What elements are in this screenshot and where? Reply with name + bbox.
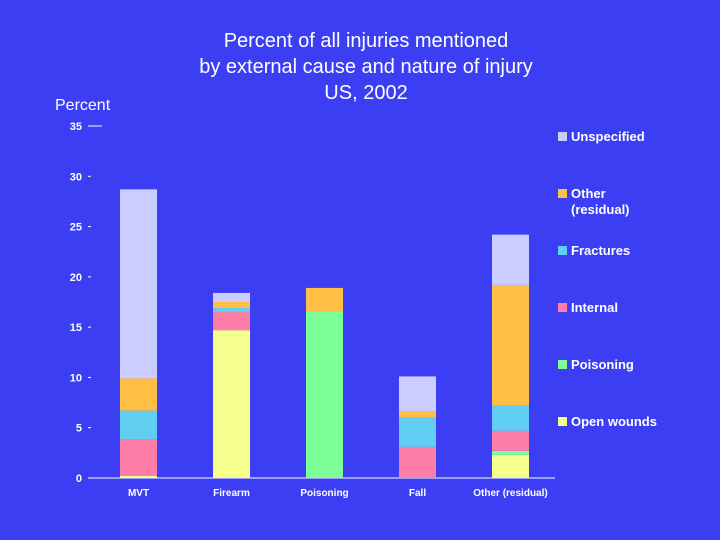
- bar-segment: [492, 284, 529, 406]
- bar-segment: [120, 189, 157, 379]
- legend-label: Unspecified: [571, 129, 645, 144]
- y-tick-label: 15: [70, 322, 82, 334]
- legend-label: Poisoning: [571, 357, 634, 372]
- y-tick-label: 10: [70, 372, 82, 384]
- legend-label: (residual): [571, 202, 630, 217]
- y-tick-label: 0: [76, 473, 82, 485]
- y-axis: 0 5 10 15 20 25 30 35: [70, 121, 102, 485]
- legend-swatch: [558, 132, 567, 141]
- x-category-label: Firearm: [213, 488, 250, 499]
- legend-label: Internal: [571, 300, 618, 315]
- bar-segment: [399, 376, 436, 412]
- bar-segment: [492, 450, 529, 455]
- bar-segment: [399, 411, 436, 418]
- chart-title-line-3: US, 2002: [324, 82, 407, 104]
- bar-segment: [306, 287, 343, 312]
- bar-segment: [213, 302, 250, 309]
- y-tick-label: 20: [70, 272, 82, 284]
- y-tick-label: 5: [76, 423, 82, 435]
- bar-segment: [492, 454, 529, 478]
- bar-segment: [213, 312, 250, 331]
- bar-segment: [213, 330, 250, 478]
- x-category-label: Other (residual): [473, 488, 547, 499]
- y-tick-label: 35: [70, 121, 82, 133]
- bar-segment: [213, 308, 250, 313]
- x-axis-categories: MVT Firearm Poisoning Fall Other (residual): [128, 488, 548, 499]
- bar-segment: [399, 417, 436, 447]
- x-category-label: Poisoning: [300, 488, 348, 499]
- y-tick-label: 30: [70, 171, 82, 183]
- legend-label: Other: [571, 186, 606, 201]
- bar-segment: [492, 430, 529, 451]
- y-tick-label: 25: [70, 222, 82, 234]
- chart-title-line-2: by external cause and nature of injury: [199, 56, 533, 78]
- legend-swatch: [558, 189, 567, 198]
- y-axis-label: Percent: [55, 97, 111, 114]
- x-category-label: MVT: [128, 488, 149, 499]
- bar-segment: [492, 405, 529, 431]
- x-category-label: Fall: [409, 488, 426, 499]
- chart-title-line-1: Percent of all injuries mentioned: [224, 30, 509, 52]
- legend-label: Fractures: [571, 243, 630, 258]
- bars: [120, 189, 529, 478]
- bar-segment: [120, 410, 157, 440]
- bar-segment: [399, 446, 436, 478]
- bar-segment: [492, 234, 529, 285]
- legend-swatch: [558, 360, 567, 369]
- legend-swatch: [558, 246, 567, 255]
- legend-label: Open wounds: [571, 414, 657, 429]
- bar-segment: [120, 439, 157, 476]
- legend: Unspecified Other(residual) Fractures Inter…: [558, 129, 657, 429]
- legend-swatch: [558, 303, 567, 312]
- bar-segment: [120, 475, 157, 478]
- bar-segment: [306, 311, 343, 478]
- bar-segment: [120, 378, 157, 411]
- legend-swatch: [558, 417, 567, 426]
- bar-segment: [213, 292, 250, 302]
